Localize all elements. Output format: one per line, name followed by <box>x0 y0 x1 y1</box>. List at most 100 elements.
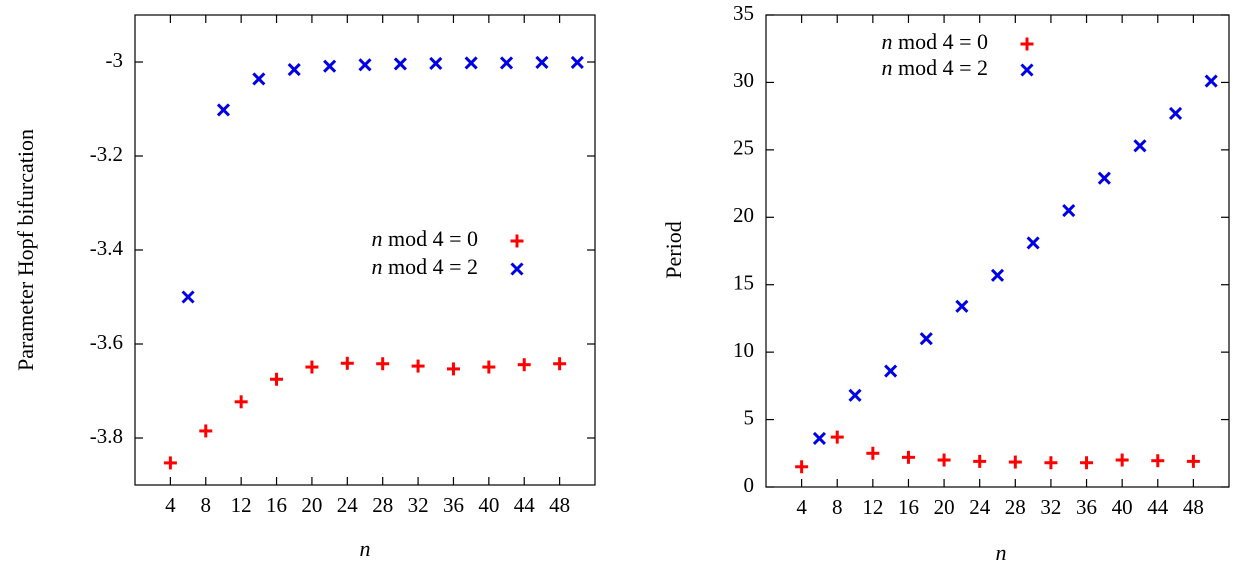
cross-stroke-b <box>216 103 231 117</box>
cross-stroke-b <box>499 56 514 70</box>
data-point <box>181 290 195 304</box>
x-tick-label: 28 <box>1005 495 1026 519</box>
cross-stroke-b <box>1097 171 1111 185</box>
cross-stroke-b <box>1062 203 1076 218</box>
y-tick-label: 10 <box>733 338 754 362</box>
data-point <box>973 454 987 468</box>
x-tick-label: 40 <box>1112 495 1133 519</box>
cross-stroke-b <box>1026 236 1040 250</box>
legend: n mod 4 = 0n mod 4 = 2 <box>371 226 524 279</box>
data-point <box>848 388 862 402</box>
cross-stroke-b <box>884 364 898 378</box>
data-point <box>393 57 407 71</box>
data-point <box>482 360 496 374</box>
x-tick-label: 32 <box>1040 495 1061 519</box>
data-point <box>163 456 177 470</box>
data-point <box>1008 455 1022 469</box>
data-point <box>1044 456 1058 470</box>
legend-expression: mod 4 = 0 <box>892 29 988 54</box>
y-tick-label: 15 <box>733 271 754 295</box>
y-tick-label: 0 <box>744 473 755 497</box>
data-point <box>830 430 844 444</box>
cross-stroke-b <box>393 57 407 71</box>
data-point <box>411 359 425 373</box>
legend-expression: mod 4 = 2 <box>382 254 478 279</box>
x-tick-label: 32 <box>408 493 429 517</box>
data-point <box>866 446 880 460</box>
x-tick-label: 20 <box>301 493 322 517</box>
data-point <box>252 72 266 86</box>
x-axis-label: n <box>360 536 371 561</box>
legend-label: n mod 4 = 0 <box>371 226 478 251</box>
data-point <box>1097 171 1111 185</box>
cross-stroke-b <box>181 290 195 304</box>
data-point <box>812 431 826 446</box>
y-tick-label: 20 <box>733 203 754 227</box>
legend-variable: n <box>881 55 892 80</box>
data-point <box>1026 236 1040 250</box>
y-tick-label: 5 <box>744 405 755 429</box>
x-tick-label: 36 <box>443 493 464 517</box>
legend-variable: n <box>371 254 382 279</box>
data-point <box>990 268 1005 282</box>
legend-marker <box>1020 63 1034 77</box>
cross-stroke-b <box>919 332 933 346</box>
data-point <box>919 332 933 346</box>
data-point <box>1169 106 1183 121</box>
cross-stroke-b <box>358 58 372 72</box>
plot-frame <box>765 14 1230 488</box>
data-point <box>499 56 514 70</box>
y-tick-label: -3.6 <box>90 330 123 354</box>
data-point <box>287 62 301 77</box>
cross-stroke-b <box>955 299 969 313</box>
data-point <box>305 360 319 374</box>
series-cross <box>812 74 1218 446</box>
cross-stroke-b <box>848 388 862 402</box>
data-point <box>901 450 915 464</box>
cross-stroke-b <box>535 55 549 70</box>
y-tick-label: -3.2 <box>90 142 123 166</box>
x-tick-label: 44 <box>1147 495 1169 519</box>
y-tick-label: -3.8 <box>90 424 123 448</box>
x-tick-label: 8 <box>201 493 212 517</box>
legend-marker <box>510 234 524 248</box>
data-point <box>570 55 584 70</box>
series-plus <box>795 430 1200 474</box>
x-axis-label: n <box>996 540 1007 565</box>
y-tick-label: 25 <box>733 136 754 160</box>
legend-expression: mod 4 = 2 <box>892 55 988 80</box>
x-tick-label: 24 <box>969 495 991 519</box>
series-cross <box>181 55 584 304</box>
data-point <box>553 357 567 371</box>
data-point <box>376 357 390 371</box>
x-tick-label: 40 <box>478 493 499 517</box>
x-tick-label: 36 <box>1076 495 1097 519</box>
legend-marker <box>510 262 524 276</box>
x-tick-label: 16 <box>898 495 919 519</box>
data-point <box>358 58 372 72</box>
x-tick-label: 16 <box>266 493 287 517</box>
cross-stroke-b <box>510 262 524 276</box>
cross-stroke-b <box>1204 74 1218 88</box>
x-tick-label: 24 <box>337 493 359 517</box>
legend-variable: n <box>881 29 892 54</box>
data-point <box>446 362 460 376</box>
cross-stroke-b <box>812 431 826 446</box>
data-point <box>1186 454 1200 468</box>
legend-variable: n <box>371 226 382 251</box>
data-point <box>216 103 231 117</box>
data-point <box>323 59 337 73</box>
y-axis-label: Parameter Hopf bifurcation <box>13 129 38 371</box>
cross-stroke-b <box>429 56 443 70</box>
y-axis-label: Period <box>661 221 686 278</box>
legend-marker <box>1020 37 1034 51</box>
data-point <box>1115 453 1129 467</box>
legend-label: n mod 4 = 2 <box>881 55 988 80</box>
series-plus <box>163 356 567 470</box>
data-point <box>1062 203 1076 218</box>
x-tick-label: 12 <box>862 495 883 519</box>
legend-label: n mod 4 = 2 <box>371 254 478 279</box>
cross-stroke-b <box>990 268 1005 282</box>
